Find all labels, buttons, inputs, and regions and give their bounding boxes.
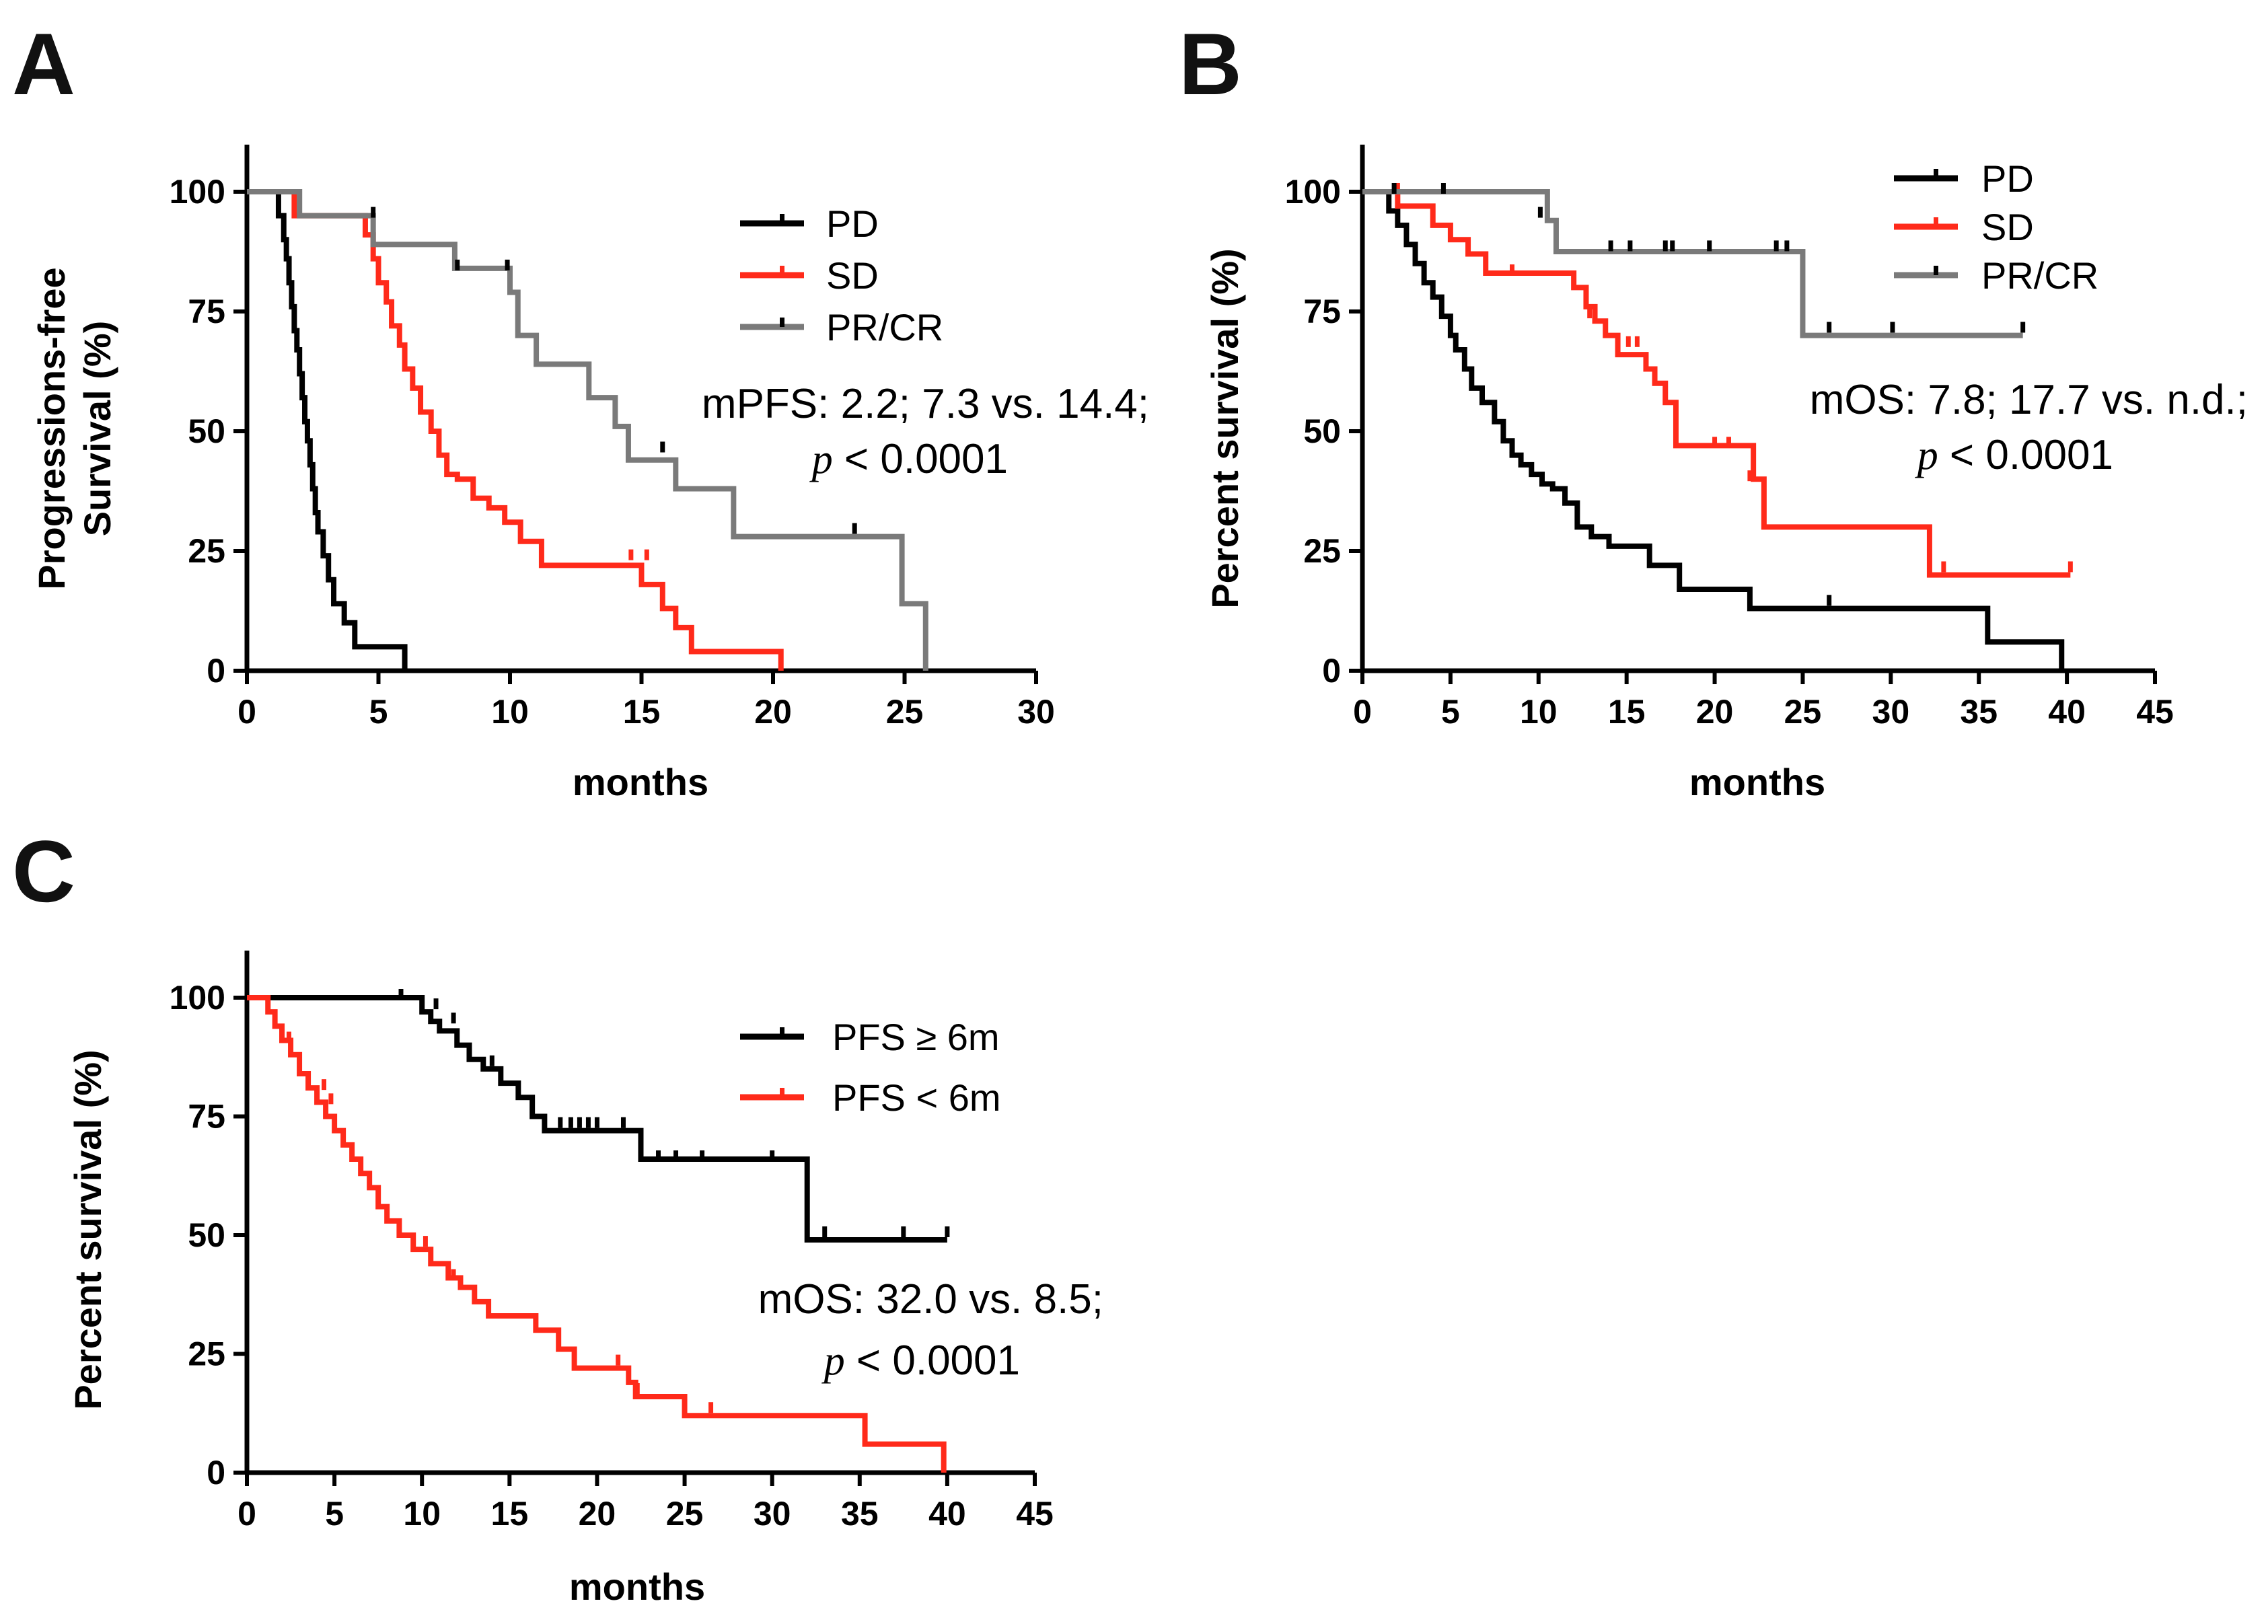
x-tick-label-b-3: 15 bbox=[1608, 693, 1646, 731]
y-tick-label-b-0: 0 bbox=[1322, 652, 1341, 690]
x-tick-label-b-2: 10 bbox=[1520, 693, 1558, 731]
survival-curve-b-1 bbox=[1362, 189, 2071, 578]
annotation-b-line2: p < 0.0001 bbox=[1915, 432, 2113, 478]
x-tick-label-b-9: 45 bbox=[2136, 693, 2174, 731]
legend-c: PFS ≥ 6m PFS < 6m bbox=[740, 1016, 1001, 1119]
annotation-a-pvalue: < 0.0001 bbox=[833, 436, 1008, 482]
x-axis-title-a: months bbox=[573, 761, 708, 803]
y-tick-label-c-3: 75 bbox=[188, 1098, 225, 1136]
x-tick-label-a-5: 25 bbox=[886, 693, 924, 731]
survival-curve-a-1 bbox=[247, 189, 784, 671]
y-tick-label-a-0: 0 bbox=[207, 652, 225, 690]
x-tick-label-c-9: 45 bbox=[1016, 1495, 1054, 1533]
x-tick-label-b-1: 5 bbox=[1441, 693, 1460, 731]
annotation-b-pvalue: < 0.0001 bbox=[1938, 432, 2113, 478]
x-tick-label-b-8: 40 bbox=[2048, 693, 2086, 731]
survival-curve-a-0 bbox=[247, 189, 408, 671]
x-tick-label-c-7: 35 bbox=[841, 1495, 879, 1533]
annotation-c-line2: p < 0.0001 bbox=[821, 1337, 1020, 1384]
y-axis-title-b: Percent survival (%) bbox=[1204, 248, 1246, 608]
annotation-a-line2: p < 0.0001 bbox=[809, 436, 1008, 482]
y-tick-label-a-1: 25 bbox=[188, 532, 225, 570]
panel-letter-c: C bbox=[12, 822, 75, 920]
x-tick-label-c-3: 15 bbox=[491, 1495, 529, 1533]
annotation-c-line1: mOS: 32.0 vs. 8.5; bbox=[758, 1276, 1103, 1323]
x-tick-label-b-5: 25 bbox=[1784, 693, 1822, 731]
x-tick-label-c-6: 30 bbox=[754, 1495, 791, 1533]
y-tick-label-c-4: 100 bbox=[170, 979, 225, 1017]
x-tick-label-b-6: 30 bbox=[1872, 693, 1910, 731]
y-axis-title-a-line1: Progressions-free bbox=[30, 267, 73, 589]
annotation-b-p: p bbox=[1915, 433, 1938, 478]
axes-c: 0 5 10 15 20 25 30 35 40 45 0 25 50 75 100 bbox=[170, 951, 1054, 1533]
legend-label-b-1: SD bbox=[1981, 206, 2034, 248]
x-tick-label-b-0: 0 bbox=[1353, 693, 1372, 731]
x-tick-label-c-5: 25 bbox=[666, 1495, 704, 1533]
panel-letter-a: A bbox=[12, 15, 75, 113]
x-tick-label-c-1: 5 bbox=[325, 1495, 344, 1533]
x-tick-label-b-7: 35 bbox=[1960, 693, 1998, 731]
survival-curves-b bbox=[1362, 183, 2073, 671]
x-tick-label-c-4: 20 bbox=[579, 1495, 616, 1533]
y-tick-label-a-2: 50 bbox=[188, 412, 225, 450]
annotation-b-line1: mOS: 7.8; 17.7 vs. n.d.; bbox=[1810, 377, 2248, 423]
y-axis-title-a-line2: Survival (%) bbox=[76, 321, 118, 537]
legend-label-a-2: PR/CR bbox=[826, 306, 943, 348]
y-tick-label-c-1: 25 bbox=[188, 1335, 225, 1373]
y-tick-label-b-2: 50 bbox=[1303, 412, 1341, 450]
chart-panel-b: 0 5 10 15 20 25 30 35 40 45 0 25 50 75 100 PD SD PR/CR m… bbox=[1204, 145, 2248, 803]
legend-b: PD SD PR/CR bbox=[1894, 157, 2098, 297]
legend-label-c-1: PFS < 6m bbox=[832, 1076, 1001, 1119]
survival-curve-b-2 bbox=[1362, 189, 2023, 338]
x-tick-label-a-3: 15 bbox=[623, 693, 661, 731]
survival-curves-a bbox=[247, 189, 928, 671]
legend-a: PD SD PR/CR bbox=[740, 202, 943, 348]
y-tick-label-b-3: 75 bbox=[1303, 293, 1341, 330]
legend-label-a-1: SD bbox=[826, 254, 879, 297]
survival-curve-c-1 bbox=[247, 995, 947, 1473]
x-tick-label-a-4: 20 bbox=[754, 693, 792, 731]
annotation-c-p: p bbox=[821, 1338, 845, 1384]
x-tick-label-a-0: 0 bbox=[237, 693, 256, 731]
x-tick-label-b-4: 20 bbox=[1696, 693, 1734, 731]
x-tick-label-c-0: 0 bbox=[237, 1495, 256, 1533]
legend-label-b-2: PR/CR bbox=[1981, 254, 2098, 297]
y-tick-label-a-3: 75 bbox=[188, 293, 225, 330]
y-tick-label-b-1: 25 bbox=[1303, 532, 1341, 570]
annotation-a-p: p bbox=[809, 437, 833, 482]
annotation-c-pvalue: < 0.0001 bbox=[845, 1337, 1020, 1384]
axes-b: 0 5 10 15 20 25 30 35 40 45 0 25 50 75 100 bbox=[1285, 145, 2174, 731]
x-axis-title-c: months bbox=[569, 1565, 705, 1608]
survival-curve-c-0 bbox=[247, 995, 947, 1243]
survival-curve-a-2 bbox=[247, 189, 928, 671]
panel-letter-b: B bbox=[1179, 15, 1242, 113]
legend-label-a-0: PD bbox=[826, 202, 879, 245]
y-tick-label-c-0: 0 bbox=[207, 1454, 225, 1491]
y-tick-label-c-2: 50 bbox=[188, 1216, 225, 1254]
x-tick-label-c-2: 10 bbox=[403, 1495, 441, 1533]
survival-curve-b-0 bbox=[1362, 189, 2065, 671]
annotation-a-line1: mPFS: 2.2; 7.3 vs. 14.4; bbox=[702, 381, 1149, 427]
y-axis-title-c: Percent survival (%) bbox=[67, 1049, 109, 1409]
x-tick-label-a-2: 10 bbox=[491, 693, 529, 731]
x-axis-title-b: months bbox=[1689, 761, 1825, 803]
y-tick-label-b-4: 100 bbox=[1285, 173, 1341, 211]
x-tick-label-a-1: 5 bbox=[369, 693, 388, 731]
axes-a: 0 5 10 15 20 25 30 0 25 50 75 100 bbox=[170, 145, 1055, 731]
survival-curves-c bbox=[247, 989, 950, 1473]
legend-label-c-0: PFS ≥ 6m bbox=[832, 1016, 1000, 1058]
legend-label-b-0: PD bbox=[1981, 157, 2034, 200]
y-tick-label-a-4: 100 bbox=[170, 173, 225, 211]
x-tick-label-a-6: 30 bbox=[1017, 693, 1055, 731]
x-tick-label-c-8: 40 bbox=[928, 1495, 966, 1533]
